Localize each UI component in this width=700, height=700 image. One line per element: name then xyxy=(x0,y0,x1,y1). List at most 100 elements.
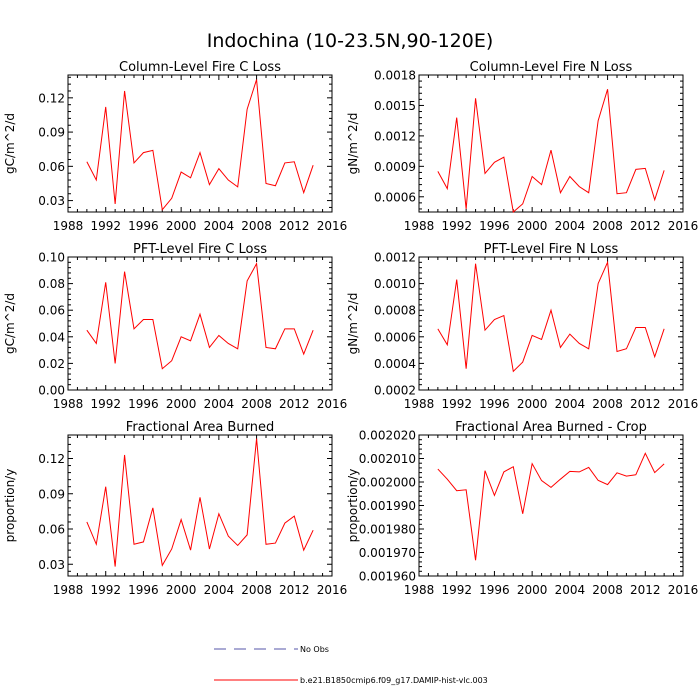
x-tick-label: 2012 xyxy=(630,583,661,597)
x-tick-label: 1988 xyxy=(404,397,435,411)
x-tick-label: 1988 xyxy=(53,397,84,411)
y-tick-label: 0.0010 xyxy=(374,277,416,291)
panel-title: PFT-Level Fire N Loss xyxy=(484,242,619,257)
plot-frame xyxy=(67,256,333,391)
x-tick-label: 2008 xyxy=(241,397,272,411)
x-tick-label: 2008 xyxy=(241,219,272,233)
x-tick-label: 1996 xyxy=(479,583,510,597)
chart-panel: 1988 1992 1996 2000 2004 2008 2012 2016 0.0006 0.… xyxy=(346,60,698,233)
y-tick-label: 0.001990 xyxy=(359,499,416,513)
x-tick-label: 1988 xyxy=(53,583,84,597)
y-tick-label: 0.0012 xyxy=(374,129,416,143)
chart-panel: 1988 1992 1996 2000 2004 2008 2012 2016 0.03 0.06… xyxy=(3,420,347,597)
x-tick-label: 2004 xyxy=(204,583,235,597)
y-tick-label: 0.06 xyxy=(38,160,65,174)
x-tick-label: 1992 xyxy=(90,219,121,233)
x-tick-label: 1996 xyxy=(479,219,510,233)
x-tick-label: 1988 xyxy=(404,583,435,597)
y-tick-label: 0.002000 xyxy=(359,476,416,490)
x-tick-label: 1992 xyxy=(441,397,472,411)
legend-model-label: b.e21.B1850cmip6.f09_g17.DAMIP-hist-vlc.… xyxy=(300,676,488,685)
x-tick-label: 2004 xyxy=(204,397,235,411)
x-tick-label: 2016 xyxy=(668,397,699,411)
x-tick-label: 1996 xyxy=(128,397,159,411)
y-tick-label: 0.0002 xyxy=(374,384,416,398)
y-tick-label: 0.0008 xyxy=(374,304,416,318)
y-tick-label: 0.12 xyxy=(38,91,65,105)
x-tick-label: 1996 xyxy=(128,583,159,597)
y-tick-label: 0.0015 xyxy=(374,99,416,113)
y-tick-label: 0.001970 xyxy=(359,546,416,560)
y-tick-label: 0.001980 xyxy=(359,523,416,537)
panel-title: PFT-Level Fire C Loss xyxy=(133,242,267,257)
x-tick-label: 2008 xyxy=(592,219,623,233)
x-tick-label: 2000 xyxy=(166,583,197,597)
y-tick-label: 0.002020 xyxy=(359,429,416,443)
x-tick-label: 2012 xyxy=(279,397,310,411)
x-tick-label: 2008 xyxy=(241,583,272,597)
x-tick-label: 2008 xyxy=(592,397,623,411)
y-tick-label: 0.001960 xyxy=(359,570,416,584)
legend: No Obs b.e21.B1850cmip6.f09_g17.DAMIP-hi… xyxy=(214,645,488,685)
x-tick-label: 2004 xyxy=(555,397,586,411)
y-tick-label: 0.0004 xyxy=(374,357,416,371)
series-line xyxy=(86,438,314,567)
y-tick-label: 0.002010 xyxy=(359,452,416,466)
panels: 1988 1992 1996 2000 2004 2008 2012 2016 0.03 0.06… xyxy=(3,60,698,597)
y-tick-label: 0.03 xyxy=(38,194,65,208)
panel-title: Column-Level Fire N Loss xyxy=(470,60,633,75)
x-tick-label: 2016 xyxy=(317,397,348,411)
chart-panel: 1988 1992 1996 2000 2004 2008 2012 2016 0.0002 0.… xyxy=(346,242,698,411)
y-tick-label: 0.02 xyxy=(38,357,65,371)
x-tick-label: 2000 xyxy=(517,397,548,411)
x-tick-label: 2000 xyxy=(166,397,197,411)
y-tick-label: 0.03 xyxy=(38,558,65,572)
figure-title: Indochina (10-23.5N,90-120E) xyxy=(207,30,494,52)
chart-panel: 1988 1992 1996 2000 2004 2008 2012 2016 0.03 0.06… xyxy=(3,60,347,233)
y-tick-label: 0.0006 xyxy=(374,330,416,344)
y-tick-label: 0.08 xyxy=(38,277,65,291)
x-tick-label: 1988 xyxy=(53,219,84,233)
y-axis-label: gN/m^2/d xyxy=(346,293,360,355)
x-tick-label: 2004 xyxy=(555,219,586,233)
plot-frame xyxy=(67,74,333,213)
x-tick-label: 2016 xyxy=(668,219,699,233)
y-tick-label: 0.00 xyxy=(38,384,65,398)
y-tick-label: 0.0009 xyxy=(374,160,416,174)
series-line xyxy=(86,79,314,211)
y-tick-label: 0.09 xyxy=(38,126,65,140)
series-line xyxy=(437,89,665,213)
x-tick-label: 2004 xyxy=(204,219,235,233)
panel-title: Fractional Area Burned xyxy=(126,420,274,435)
series-line xyxy=(437,452,665,561)
y-tick-label: 0.04 xyxy=(38,330,65,344)
x-tick-label: 2016 xyxy=(668,583,699,597)
plot-frame xyxy=(418,256,684,391)
plot-frame xyxy=(418,434,684,577)
x-tick-label: 2016 xyxy=(317,219,348,233)
series-line xyxy=(86,262,314,370)
x-tick-label: 2012 xyxy=(279,583,310,597)
x-tick-label: 2012 xyxy=(279,219,310,233)
chart-panel: 1988 1992 1996 2000 2004 2008 2012 2016 0.001960… xyxy=(346,420,698,597)
x-tick-label: 2012 xyxy=(630,219,661,233)
legend-obs-label: No Obs xyxy=(300,645,329,654)
plot-frame xyxy=(418,74,684,213)
x-tick-label: 2000 xyxy=(517,219,548,233)
y-tick-label: 0.10 xyxy=(38,251,65,265)
x-tick-label: 1992 xyxy=(90,583,121,597)
series-line xyxy=(437,260,665,373)
y-tick-label: 0.12 xyxy=(38,452,65,466)
x-tick-label: 2000 xyxy=(517,583,548,597)
x-tick-label: 1992 xyxy=(90,397,121,411)
x-tick-label: 1988 xyxy=(404,219,435,233)
x-tick-label: 1992 xyxy=(441,583,472,597)
y-tick-label: 0.06 xyxy=(38,304,65,318)
y-axis-label: proportion/y xyxy=(346,469,360,543)
y-axis-label: gN/m^2/d xyxy=(346,113,360,175)
y-tick-label: 0.06 xyxy=(38,523,65,537)
y-tick-label: 0.0018 xyxy=(374,69,416,83)
x-tick-label: 2012 xyxy=(630,397,661,411)
y-axis-label: gC/m^2/d xyxy=(3,113,17,174)
x-tick-label: 2008 xyxy=(592,583,623,597)
